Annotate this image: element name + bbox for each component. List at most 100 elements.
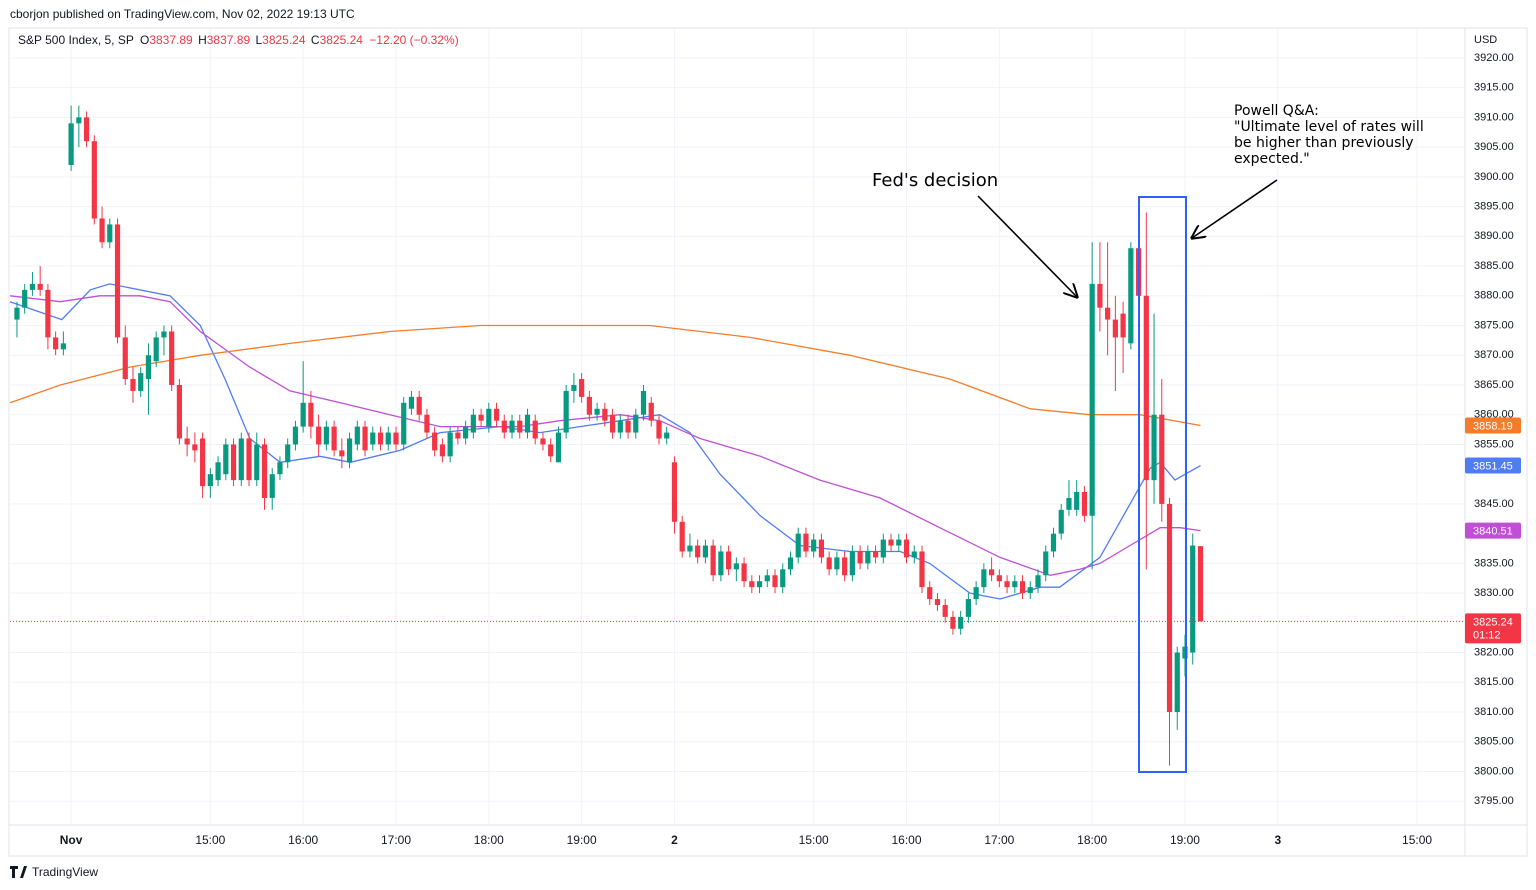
candle-body <box>679 521 685 552</box>
candle-body <box>919 551 925 588</box>
price-label: 3840.51 <box>1473 526 1513 538</box>
change: −12.20 (−0.32%) <box>369 33 458 47</box>
candle-body <box>996 575 1002 582</box>
candle-body <box>408 396 415 409</box>
candle-body <box>842 557 848 576</box>
candle-body <box>857 551 863 564</box>
candle-body <box>470 414 476 433</box>
candle-body <box>741 563 747 582</box>
candle-body <box>385 432 391 445</box>
candle-body <box>83 117 90 142</box>
candle-body <box>130 379 136 391</box>
candle-body <box>787 557 794 570</box>
candle-body <box>989 569 995 576</box>
candle-body <box>230 444 237 481</box>
y-tick-label: 3885.00 <box>1474 260 1514 272</box>
y-tick-label: 3800.00 <box>1474 765 1514 777</box>
candle-body <box>896 539 902 546</box>
candle-body <box>1035 575 1041 588</box>
x-tick-label: 15:00 <box>195 833 225 847</box>
candle-body <box>695 545 701 558</box>
candle-body <box>1128 248 1134 344</box>
candle-body <box>354 426 360 445</box>
annotation-powell: Powell Q&A: <box>1234 103 1319 119</box>
candle-body <box>14 307 20 320</box>
candle-body <box>579 379 585 397</box>
candle-body <box>1151 414 1157 481</box>
candle-body <box>478 414 484 421</box>
candle-body <box>687 545 693 552</box>
y-tick-label: 3915.00 <box>1474 82 1514 94</box>
arrow <box>977 195 1077 297</box>
candle-body <box>625 420 631 433</box>
y-tick-label: 3855.00 <box>1474 438 1514 450</box>
candles <box>14 105 1204 766</box>
candle-body <box>749 581 755 588</box>
y-tick-label: 3905.00 <box>1474 141 1514 153</box>
candle-body <box>656 420 662 439</box>
candle-body <box>91 141 97 219</box>
candle-body <box>811 539 817 552</box>
candle-body <box>942 604 948 617</box>
candle-body <box>493 408 500 421</box>
candle-body <box>215 462 221 481</box>
candle-body <box>323 426 329 445</box>
candle-body <box>377 432 384 445</box>
candle-body <box>223 444 229 475</box>
candle-body <box>254 444 260 481</box>
candle-body <box>1182 646 1188 659</box>
candle-body <box>950 616 956 629</box>
candle-body <box>1190 545 1196 653</box>
x-tick-label: 2 <box>671 833 678 847</box>
y-tick-label: 3845.00 <box>1474 498 1514 510</box>
candle-body <box>633 414 639 433</box>
price-label-box <box>1465 522 1521 539</box>
ohlc-value: 3837.89 <box>207 33 251 47</box>
ohlc-label: C <box>311 33 320 47</box>
y-tick-label: 3830.00 <box>1474 587 1514 599</box>
y-tick-label: 3920.00 <box>1474 52 1514 64</box>
candle-body <box>316 426 322 445</box>
attribution: cborjon published on TradingView.com, No… <box>10 7 355 21</box>
y-tick-label: 3805.00 <box>1474 736 1514 748</box>
candle-body <box>246 438 252 481</box>
y-tick-label: 3865.00 <box>1474 379 1514 391</box>
candle-body <box>594 408 600 415</box>
price-label: 3825.24 <box>1473 616 1513 628</box>
axes: 3795.00 3800.00 3805.00 3810.00 3815.00 3820.… <box>10 52 1521 847</box>
logo: TradingView <box>10 865 98 879</box>
y-tick-label: 3875.00 <box>1474 319 1514 331</box>
y-tick-label: 3815.00 <box>1474 676 1514 688</box>
candle-body <box>1097 283 1103 308</box>
candle-body <box>911 551 917 558</box>
candle-body <box>1112 319 1118 338</box>
candle-body <box>29 283 36 290</box>
candle-body <box>532 420 538 439</box>
y-tick-label: 3810.00 <box>1474 706 1514 718</box>
candle-body <box>834 557 840 570</box>
candle-body <box>726 551 732 570</box>
x-tick-label: 18:00 <box>474 833 504 847</box>
candle-body <box>756 581 763 588</box>
symbol: S&P 500 Index, 5, SP <box>18 33 134 47</box>
candle-body <box>1120 313 1126 338</box>
moving-average <box>9 283 1201 600</box>
candle-body <box>114 224 121 338</box>
candle-body <box>1197 546 1204 622</box>
pane-border <box>8 27 1528 857</box>
candle-body <box>184 438 190 445</box>
candle-body <box>517 420 523 433</box>
countdown: 01:12 <box>1473 629 1501 641</box>
ohlc-label: H <box>198 33 207 47</box>
annotation-powell: be higher than previously <box>1234 135 1414 151</box>
candle-body <box>880 539 886 558</box>
candle-body <box>362 426 368 451</box>
candle-body <box>331 426 337 451</box>
x-tick-label: 17:00 <box>381 833 411 847</box>
grid <box>10 28 1465 825</box>
candle-body <box>1066 497 1072 510</box>
ohlc-value: 3837.89 <box>149 33 193 47</box>
y-tick-label: 3895.00 <box>1474 201 1514 213</box>
x-tick-label: 15:00 <box>799 833 829 847</box>
candle-body <box>53 337 59 350</box>
